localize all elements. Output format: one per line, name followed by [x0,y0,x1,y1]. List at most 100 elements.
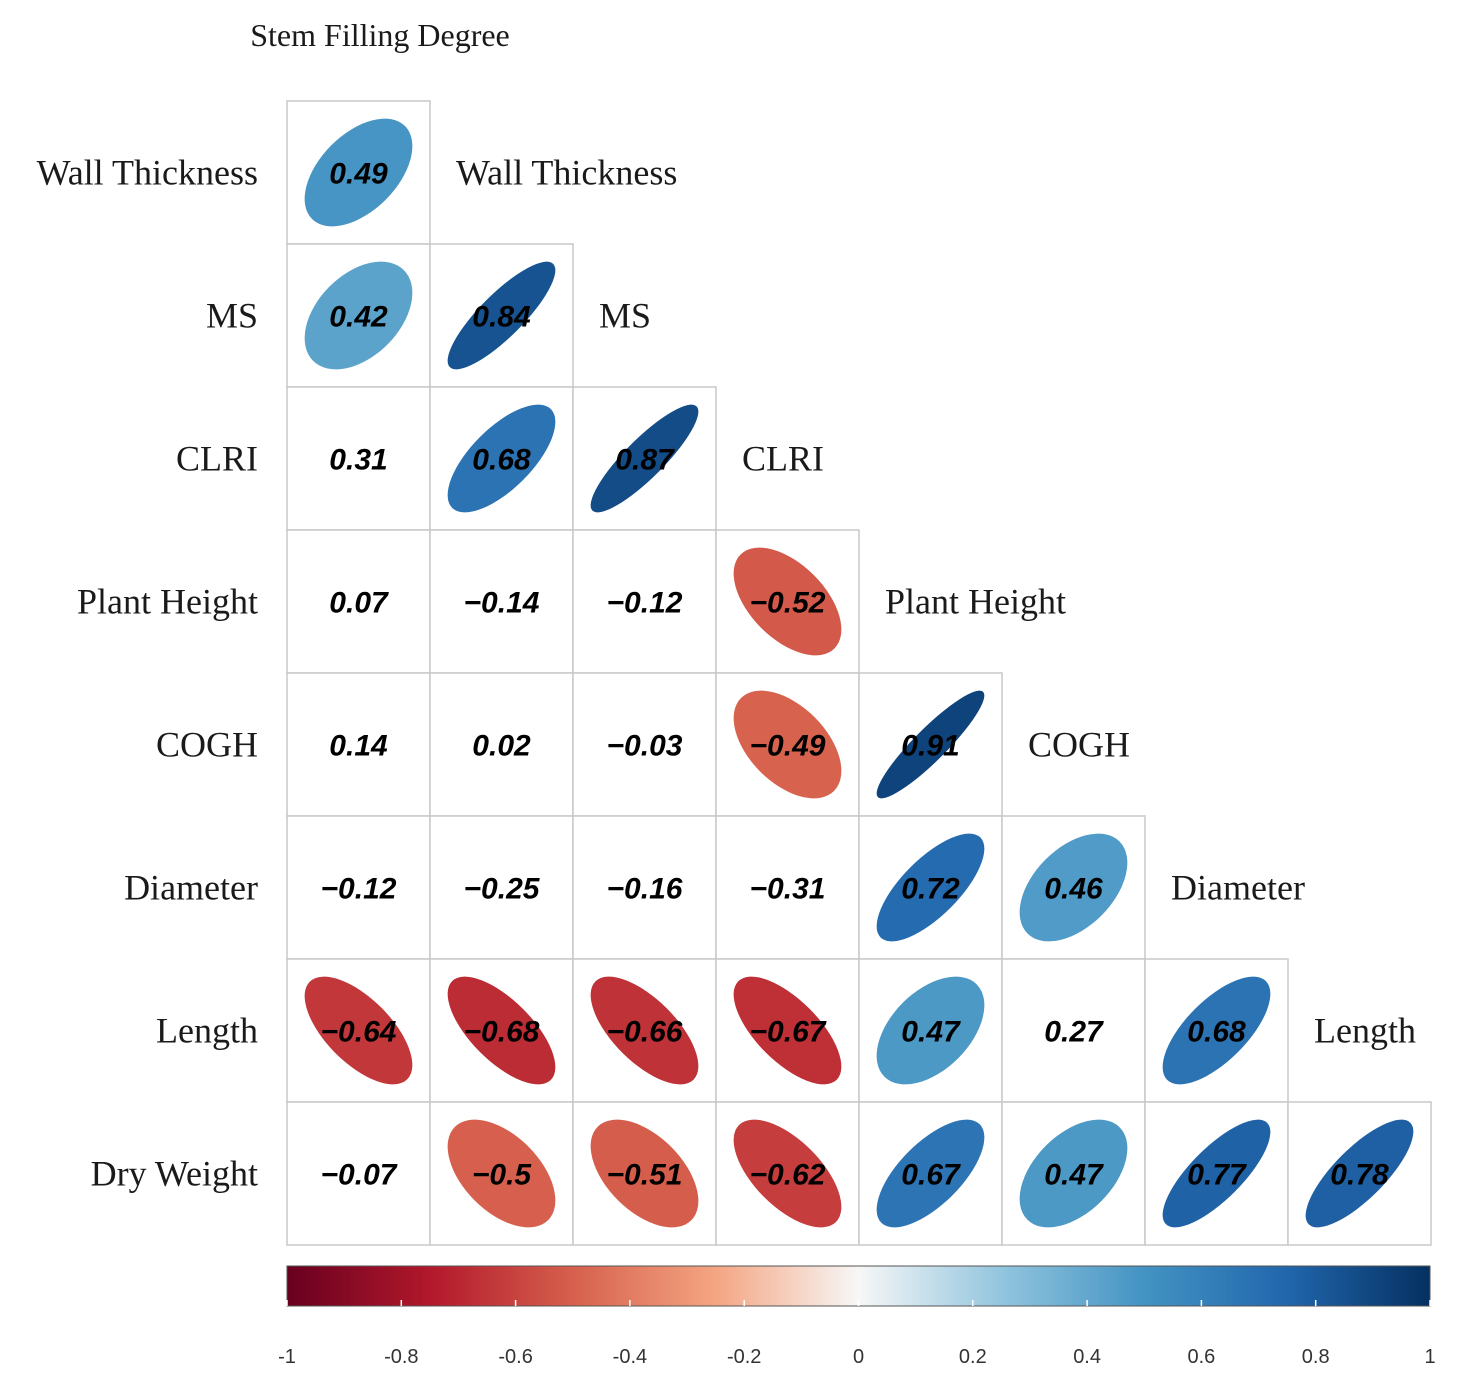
correlation-value: −0.5 [472,1159,533,1192]
row-label: Diameter [124,868,258,908]
matrix-cell [572,815,717,960]
correlation-value: 0.31 [329,444,387,477]
correlation-value: −0.64 [321,1016,397,1049]
correlation-value: 0.84 [472,301,531,334]
colorbar-tick-label: 0.8 [1302,1346,1330,1368]
correlation-ellipse [876,690,985,799]
colorbar-tick-label: -0.8 [384,1346,418,1368]
correlation-ellipse [733,690,842,799]
correlation-value: −0.12 [607,587,683,620]
matrix-cell [429,529,574,674]
correlation-ellipse [1019,1119,1128,1228]
correlation-ellipse [447,404,556,513]
correlation-value: 0.07 [329,587,389,620]
correlation-ellipse [1162,976,1271,1085]
matrix-cell [715,815,860,960]
diagonal-label: Wall Thickness [456,153,677,193]
correlation-value: 0.47 [901,1016,961,1049]
correlation-ellipse [733,976,842,1085]
correlation-value: −0.51 [607,1159,683,1192]
correlation-ellipse [1162,1119,1271,1228]
correlation-ellipse [876,833,985,942]
correlation-value: 0.42 [329,301,388,334]
correlation-value: −0.07 [321,1159,398,1192]
colorbar-gradient [286,1265,1431,1307]
correlation-value: −0.67 [750,1016,827,1049]
correlation-value: −0.12 [321,873,397,906]
correlation-value: 0.02 [472,730,531,763]
correlation-value: 0.47 [1044,1159,1104,1192]
matrix-cell [572,672,717,817]
colorbar: -1 -0.8 -0.6 -0.4 -0.2 0 0.2 0.4 0.6 0.8 1 [278,1265,1436,1368]
colorbar-tick-label: 0 [853,1346,864,1368]
matrix-cell [1001,958,1146,1103]
correlation-value: 0.87 [615,444,675,477]
correlation-ellipse [876,1119,985,1228]
correlation-ellipse [304,118,413,227]
correlation-ellipse [304,976,413,1085]
colorbar-tick-label: 0.2 [959,1346,987,1368]
correlation-ellipse [590,1119,699,1228]
row-label: Length [156,1011,258,1051]
correlation-value: −0.25 [464,873,541,906]
correlation-ellipse [590,404,699,513]
correlation-value: 0.78 [1330,1159,1389,1192]
row-label: Plant Height [77,582,258,622]
correlation-value: −0.16 [607,873,683,906]
correlation-ellipse [1019,833,1128,942]
correlation-ellipse [447,261,556,370]
diagonal-label: COGH [1028,725,1130,765]
correlation-value: −0.31 [750,873,826,906]
matrix-cell [286,672,431,817]
colorbar-tick-label: -0.4 [613,1346,647,1368]
row-label: Dry Weight [91,1154,258,1194]
correlation-ellipse [733,547,842,656]
correlation-value: 0.68 [472,444,531,477]
matrix-cell [429,672,574,817]
correlation-value: 0.72 [901,873,960,906]
colorbar-tick-label: -0.6 [498,1346,532,1368]
labels-layer: Wall Thickness MS CLRI Plant Height COGH Diam… [37,153,1416,1194]
correlation-value: −0.49 [750,730,826,763]
correlation-value: 0.67 [901,1159,961,1192]
correlation-value: 0.49 [329,158,388,191]
diagonal-label: Diameter [1171,868,1305,908]
colorbar-tick-label: 0.4 [1073,1346,1101,1368]
correlation-value: −0.14 [464,587,540,620]
correlation-value: −0.66 [607,1016,683,1049]
correlation-ellipse [876,976,985,1085]
colorbar-tick-label: -0.2 [727,1346,761,1368]
correlation-ellipse [447,976,556,1085]
correlation-ellipse [447,1119,556,1228]
correlation-value: 0.46 [1044,873,1103,906]
matrix-cell [572,529,717,674]
row-label: COGH [156,725,258,765]
correlation-value: −0.52 [750,587,826,620]
matrix-cell [286,815,431,960]
correlation-value: 0.77 [1187,1159,1247,1192]
row-label: Wall Thickness [37,153,258,193]
diagonal-label: CLRI [742,439,824,479]
matrix-cell [286,1101,431,1246]
colorbar-tick-label: -1 [278,1346,296,1368]
correlation-value: −0.62 [750,1159,826,1192]
correlation-value: 0.27 [1044,1016,1104,1049]
correlation-value: 0.91 [901,730,959,763]
diagonal-label: MS [599,296,651,336]
chart-title: Stem Filling Degree [250,17,510,53]
correlation-ellipse [733,1119,842,1228]
correlation-ellipse [1305,1119,1414,1228]
diagonal-label: Plant Height [885,582,1066,622]
correlation-value: 0.14 [329,730,388,763]
matrix-cell [286,386,431,531]
correlation-ellipse [304,261,413,370]
correlation-value: 0.68 [1187,1016,1246,1049]
colorbar-tick-label: 0.6 [1187,1346,1215,1368]
correlation-value: −0.68 [464,1016,540,1049]
diagonal-label: Length [1314,1011,1416,1051]
correlation-value: −0.03 [607,730,683,763]
cells-layer: 0.49 0.42 0.84 0.31 0.68 0.87 0.07 −0.14 −0.12 −0… [286,100,1432,1246]
colorbar-tick-label: 1 [1424,1346,1435,1368]
